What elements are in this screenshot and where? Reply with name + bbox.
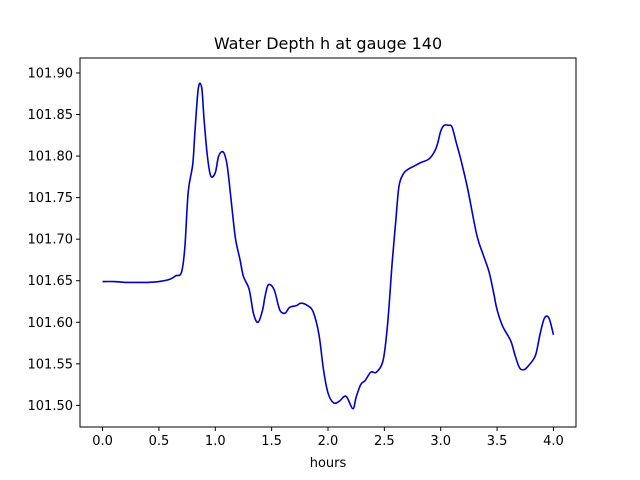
x-tick-label: 0.0 [92,434,113,449]
y-tick-label: 101.65 [28,274,74,289]
chart-title: Water Depth h at gauge 140 [214,34,442,53]
y-axis-ticks: 101.50 101.55 101.60 101.65 101.70 101.75 101.… [28,66,80,414]
series-layer [102,82,555,410]
x-tick-label: 1.0 [205,434,226,449]
y-tick-label: 101.60 [28,316,74,331]
y-tick-label: 101.55 [28,357,74,372]
y-tick-label: 101.75 [28,191,74,206]
y-tick-label: 101.90 [28,66,74,81]
y-tick-label: 101.70 [28,233,74,248]
y-tick-label: 101.50 [28,399,74,414]
x-tick-label: 4.0 [543,434,564,449]
x-axis-label: hours [310,456,347,471]
x-tick-label: 2.5 [374,434,395,449]
series-line-0 [102,82,555,410]
x-tick-label: 0.5 [149,434,170,449]
plot-frame [79,57,577,428]
x-tick-label: 2.0 [318,434,339,449]
y-tick-label: 101.80 [28,150,74,165]
x-tick-label: 1.5 [261,434,282,449]
x-tick-label: 3.0 [430,434,451,449]
x-tick-label: 3.5 [487,434,508,449]
y-tick-label: 101.85 [28,108,74,123]
x-axis-ticks: 0.0 0.5 1.0 1.5 2.0 2.5 3.0 3.5 4.0 [92,427,564,449]
